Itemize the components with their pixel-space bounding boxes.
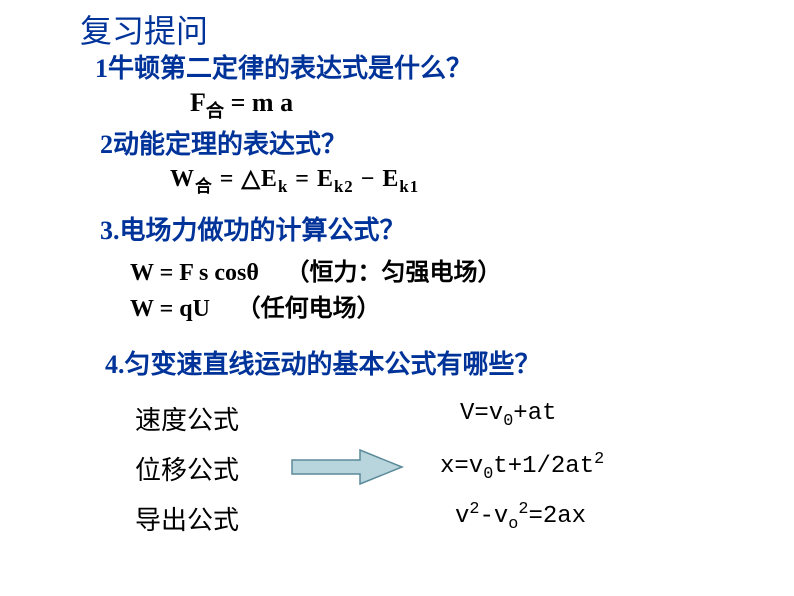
question-4: 4.匀变速直线运动的基本公式有哪些？	[105, 344, 541, 381]
q4-row3-formula: v2-vo2=2ax	[455, 500, 586, 534]
q1-right: = m a	[231, 88, 293, 117]
formula-q3-line2: W = qU （任何电场）	[130, 288, 381, 323]
arrow-icon	[290, 448, 405, 486]
q4-row1-formula: V=v0+at	[460, 400, 557, 431]
q4-row1-label: 速度公式	[135, 400, 239, 437]
q3-l2-formula: W = qU	[130, 296, 210, 322]
q1-f: F	[190, 88, 206, 117]
page-title: 复习提问	[80, 6, 208, 52]
q4-row3-label: 导出公式	[135, 500, 239, 537]
q1-sub: 合	[206, 101, 224, 121]
formula-q2: W合 = △Ek = Ek2 − Ek1	[170, 164, 419, 197]
q4-row2-label: 位移公式	[135, 450, 239, 487]
q3-l2-note: （任何电场）	[237, 295, 381, 322]
formula-q1: F合 = m a	[190, 88, 293, 123]
q3-l1-formula: W = F s cosθ	[130, 260, 259, 286]
question-1: 1牛顿第二定律的表达式是什么？	[95, 48, 472, 85]
q3-l1-note: （恒力：匀强电场）	[286, 259, 502, 286]
question-2: 2动能定理的表达式？	[100, 124, 347, 161]
q4-row2-formula: x=v0t+1/2at2	[440, 450, 604, 484]
formula-q3-line1: W = F s cosθ （恒力：匀强电场）	[130, 252, 502, 287]
question-3: 3.电场力做功的计算公式？	[100, 210, 406, 247]
